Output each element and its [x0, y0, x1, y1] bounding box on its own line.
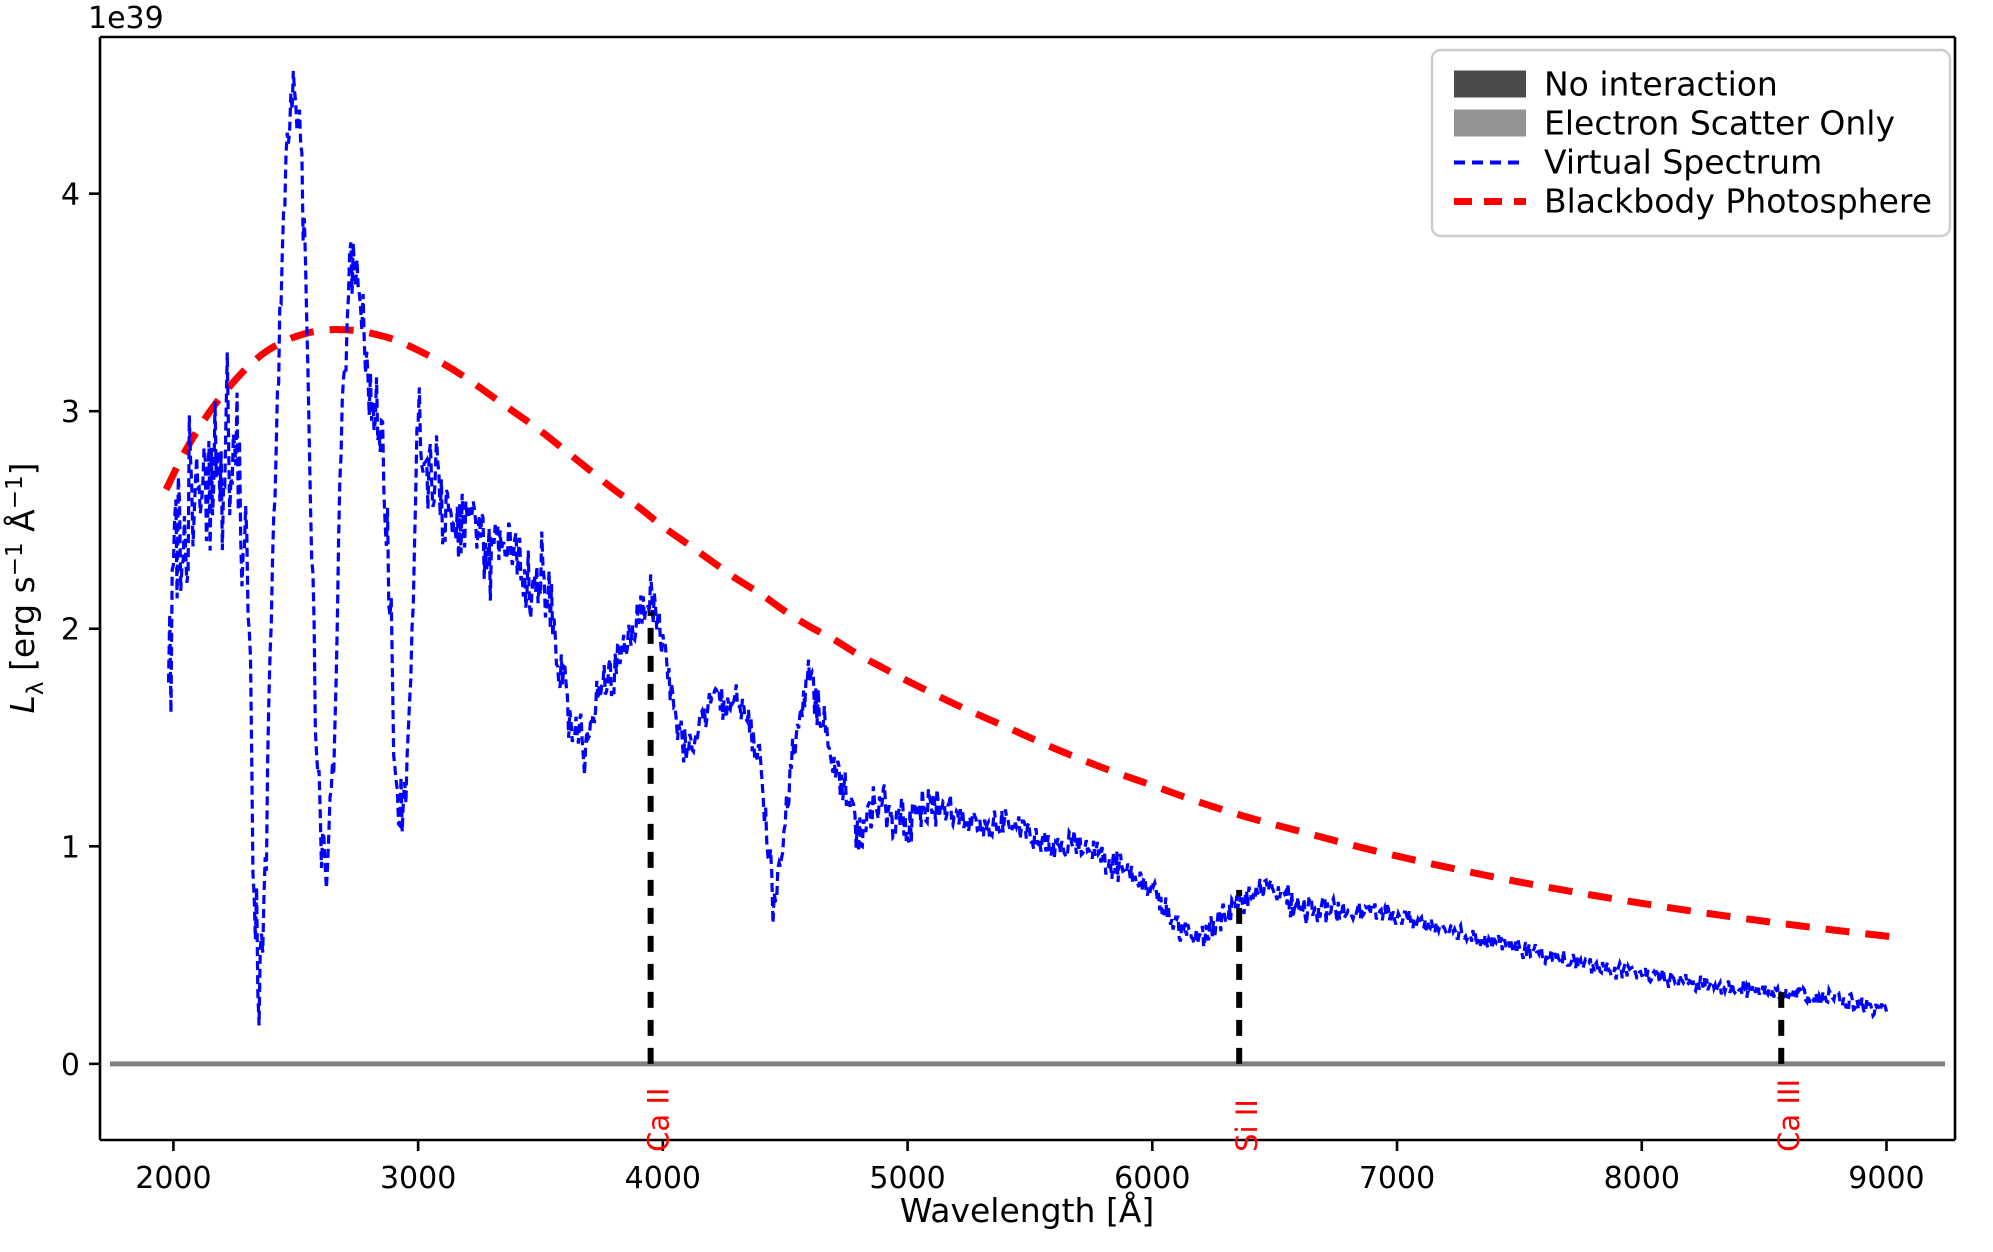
legend-label: No interaction: [1544, 65, 1778, 104]
line-marker-label: Ca III: [1772, 1079, 1806, 1152]
y-axis-units-open: [erg s: [3, 576, 42, 671]
y-tick-label: 0: [61, 1048, 80, 1083]
line-marker-label: Ca II: [642, 1088, 676, 1152]
legend-label: Blackbody Photosphere: [1544, 182, 1932, 221]
line-marker-ca-iii: Ca III: [1772, 992, 1806, 1152]
x-tick-label: 9000: [1848, 1161, 1924, 1196]
y-tick-label: 3: [61, 395, 80, 430]
y-tick-label: 1: [61, 830, 80, 865]
legend-entry-electron-scatter-only[interactable]: Electron Scatter Only: [1454, 104, 1895, 143]
legend-entry-blackbody-photosphere[interactable]: Blackbody Photosphere: [1454, 182, 1932, 221]
series-blackbody-photosphere: [162, 326, 1900, 942]
y-axis-symbol: L: [3, 695, 42, 713]
blackbody-curve: [162, 326, 1900, 942]
legend-label: Electron Scatter Only: [1544, 104, 1895, 143]
x-tick-label: 2000: [135, 1161, 211, 1196]
x-tick-label: 4000: [625, 1161, 701, 1196]
x-tick-label: 7000: [1359, 1161, 1435, 1196]
spectral-line-markers: Ca II Si II Ca III: [642, 611, 1806, 1152]
legend-entry-no-interaction[interactable]: No interaction: [1454, 65, 1778, 104]
legend-label: Virtual Spectrum: [1544, 143, 1822, 182]
virtual-spectrum-curve: [166, 70, 1889, 1026]
y-axis-exp2: −1: [2, 475, 28, 509]
x-axis-ticks: 2000 3000 4000 5000 6000 7000 8000 9000: [135, 1140, 1925, 1196]
y-axis-close-bracket: ]: [3, 462, 42, 475]
x-axis-title: Wavelength [Å]: [900, 1190, 1155, 1230]
legend-entry-virtual-spectrum[interactable]: Virtual Spectrum: [1454, 143, 1822, 182]
line-marker-si-ii: Si II: [1230, 889, 1264, 1152]
y-axis-angstrom: Å: [2, 509, 42, 532]
x-tick-label: 3000: [380, 1161, 456, 1196]
legend-frame: [1430, 48, 1952, 238]
y-axis-ticks: 0 1 2 3 4: [61, 178, 100, 1083]
x-tick-label: 5000: [869, 1161, 945, 1196]
y-tick-label: 4: [61, 178, 80, 213]
x-tick-label: 6000: [1114, 1161, 1190, 1196]
y-axis-exp1: −1: [2, 542, 28, 576]
y-axis-offset-text: 1e39: [88, 1, 164, 36]
x-tick-label: 8000: [1604, 1161, 1680, 1196]
legend-swatch: [1454, 70, 1526, 98]
series-virtual-spectrum: [166, 70, 1889, 1026]
svg-text:Lλ [erg s−1 Å−1]: Lλ [erg s−1 Å−1]: [2, 462, 49, 713]
data-series-group: [162, 70, 1900, 1026]
y-tick-label: 2: [61, 613, 80, 648]
axes-spines: [98, 35, 1957, 1142]
y-axis-subscript: λ: [23, 682, 49, 696]
line-marker-label: Si II: [1230, 1099, 1264, 1152]
line-marker-ca-ii: Ca II: [642, 611, 676, 1152]
y-axis-title: Lλ [erg s−1 Å−1]: [2, 462, 49, 713]
legend-swatch: [1454, 109, 1526, 137]
